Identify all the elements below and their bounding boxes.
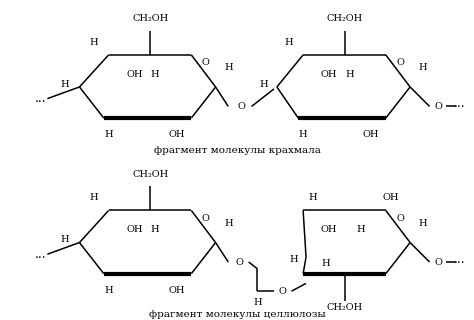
Text: фрагмент молекулы крахмала: фрагмент молекулы крахмала: [154, 146, 320, 155]
Text: OH: OH: [383, 193, 399, 202]
Text: H: H: [419, 219, 427, 228]
Text: ...: ...: [35, 248, 46, 261]
Text: H: H: [419, 63, 427, 72]
Text: OH: OH: [168, 286, 185, 295]
Text: H: H: [259, 80, 267, 89]
Text: H: H: [356, 225, 365, 235]
Text: ...: ...: [454, 97, 465, 110]
Text: H: H: [90, 38, 99, 47]
Text: фрагмент молекулы целлюлозы: фрагмент молекулы целлюлозы: [149, 310, 325, 319]
Text: O: O: [396, 58, 404, 67]
Text: OH: OH: [321, 70, 337, 79]
Text: H: H: [284, 38, 293, 47]
Text: CH₂OH: CH₂OH: [327, 303, 363, 312]
Text: OH: OH: [168, 130, 185, 139]
Text: H: H: [224, 219, 233, 228]
Text: CH₂OH: CH₂OH: [132, 14, 169, 23]
Text: OH: OH: [126, 70, 143, 79]
Text: O: O: [434, 258, 442, 267]
Text: H: H: [309, 193, 317, 202]
Text: O: O: [202, 214, 210, 223]
Text: OH: OH: [363, 130, 380, 139]
Text: H: H: [61, 235, 69, 244]
Text: H: H: [104, 130, 113, 139]
Text: H: H: [150, 225, 159, 235]
Text: ...: ...: [35, 92, 46, 105]
Text: ...: ...: [454, 252, 465, 266]
Text: H: H: [299, 130, 308, 139]
Text: H: H: [321, 260, 330, 268]
Text: OH: OH: [126, 225, 143, 235]
Text: H: H: [345, 70, 354, 79]
Text: H: H: [150, 70, 159, 79]
Text: O: O: [434, 102, 442, 111]
Text: H: H: [253, 298, 262, 307]
Text: O: O: [396, 214, 404, 223]
Text: H: H: [90, 193, 99, 202]
Text: CH₂OH: CH₂OH: [132, 170, 169, 179]
Text: OH: OH: [321, 225, 337, 235]
Text: O: O: [202, 58, 210, 67]
Text: O: O: [236, 258, 244, 267]
Text: H: H: [61, 80, 69, 89]
Text: O: O: [238, 102, 246, 111]
Text: H: H: [224, 63, 233, 72]
Text: H: H: [104, 286, 113, 295]
Text: O: O: [279, 287, 287, 296]
Text: CH₂OH: CH₂OH: [327, 14, 363, 23]
Text: H: H: [289, 255, 298, 264]
